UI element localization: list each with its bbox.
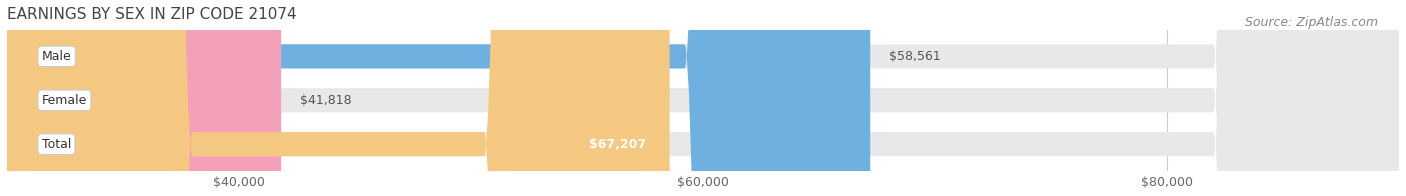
FancyBboxPatch shape bbox=[7, 0, 1399, 196]
Text: $41,818: $41,818 bbox=[299, 94, 352, 107]
Text: $58,561: $58,561 bbox=[889, 50, 941, 63]
FancyBboxPatch shape bbox=[7, 0, 669, 196]
Text: Female: Female bbox=[42, 94, 87, 107]
Text: Total: Total bbox=[42, 138, 72, 151]
Text: $67,207: $67,207 bbox=[589, 138, 647, 151]
Text: Male: Male bbox=[42, 50, 72, 63]
FancyBboxPatch shape bbox=[7, 0, 1399, 196]
FancyBboxPatch shape bbox=[7, 0, 281, 196]
Text: Source: ZipAtlas.com: Source: ZipAtlas.com bbox=[1244, 16, 1378, 29]
Text: EARNINGS BY SEX IN ZIP CODE 21074: EARNINGS BY SEX IN ZIP CODE 21074 bbox=[7, 7, 297, 22]
FancyBboxPatch shape bbox=[7, 0, 1399, 196]
FancyBboxPatch shape bbox=[7, 0, 870, 196]
